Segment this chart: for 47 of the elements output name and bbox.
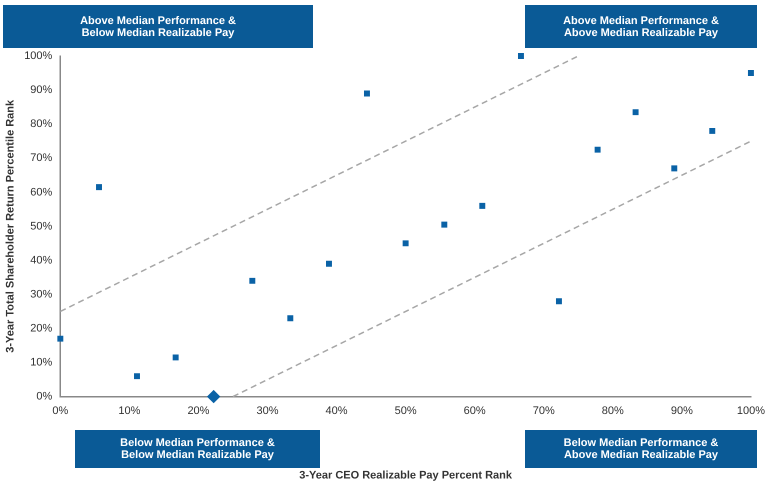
x-tick-label: 0% bbox=[52, 405, 68, 418]
x-tick-label: 100% bbox=[736, 405, 766, 418]
point bbox=[172, 354, 179, 360]
x-tick-label: 40% bbox=[326, 405, 348, 418]
y-tick-label: 70% bbox=[30, 152, 53, 164]
y-tick-label: 20% bbox=[30, 322, 53, 335]
point bbox=[249, 278, 256, 284]
point bbox=[441, 222, 448, 228]
y-tick-label: 60% bbox=[30, 186, 53, 198]
y-tick-label: 90% bbox=[30, 84, 53, 96]
point bbox=[671, 165, 678, 172]
point bbox=[748, 70, 754, 76]
x-tick-label: 20% bbox=[187, 405, 210, 418]
x-tick-label: 30% bbox=[256, 405, 279, 418]
x-tick-label: 80% bbox=[602, 405, 624, 418]
text: Above Median Performance & Above Median Realizable Pay bbox=[525, 5, 757, 48]
point bbox=[96, 184, 102, 190]
point bbox=[556, 298, 562, 304]
y-tick-label: 100% bbox=[24, 50, 53, 62]
y-tick-label: 40% bbox=[30, 254, 53, 266]
point bbox=[57, 336, 64, 342]
point bbox=[632, 109, 639, 116]
y-tick-label: 50% bbox=[30, 220, 53, 232]
x-axis-title: 3-Year CEO Realizable Pay Percent Rank bbox=[299, 469, 513, 482]
y-tick-label: 30% bbox=[30, 288, 53, 300]
y-tick-label: 10% bbox=[30, 356, 53, 369]
point bbox=[287, 315, 294, 322]
x-tick-label: 70% bbox=[532, 405, 555, 418]
y-axis-title: 3-Year Total Shareholder Return Percentile Rank bbox=[4, 98, 17, 353]
text: Below Median Performance & Below Median Realizable Pay bbox=[75, 430, 320, 468]
y-tick-label: 0% bbox=[36, 390, 53, 403]
x-tick-label: 60% bbox=[464, 405, 486, 418]
x-tick-label: 90% bbox=[670, 405, 694, 418]
point bbox=[134, 373, 140, 380]
point bbox=[326, 260, 332, 267]
x-tick-label: 50% bbox=[394, 405, 417, 418]
point bbox=[594, 146, 601, 153]
text: Above Median Performance & Below Median Realizable Pay bbox=[3, 5, 313, 48]
x-tick-label: 10% bbox=[118, 405, 141, 418]
point bbox=[207, 390, 220, 404]
text: Below Median Performance & Above Median Realizable Pay bbox=[525, 430, 757, 468]
point bbox=[709, 128, 716, 134]
point bbox=[518, 53, 524, 59]
y-tick-label: 80% bbox=[30, 118, 53, 130]
point bbox=[402, 240, 409, 246]
point bbox=[364, 90, 370, 96]
point bbox=[479, 202, 486, 209]
